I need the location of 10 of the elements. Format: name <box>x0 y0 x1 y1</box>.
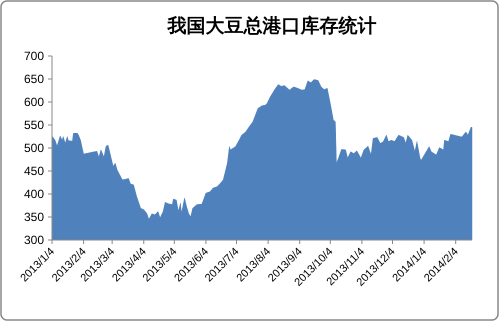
y-tick-label: 350 <box>24 210 44 224</box>
y-tick-label: 400 <box>24 187 44 201</box>
y-tick-label: 700 <box>24 49 44 63</box>
y-tick-label: 600 <box>24 95 44 109</box>
y-tick-label: 650 <box>24 72 44 86</box>
y-tick-label: 500 <box>24 141 44 155</box>
title: 我国大豆总港口库存统计 <box>168 16 376 37</box>
y-tick-label: 450 <box>24 164 44 178</box>
y-tick-label: 300 <box>24 233 44 247</box>
y-tick-label: 550 <box>24 118 44 132</box>
